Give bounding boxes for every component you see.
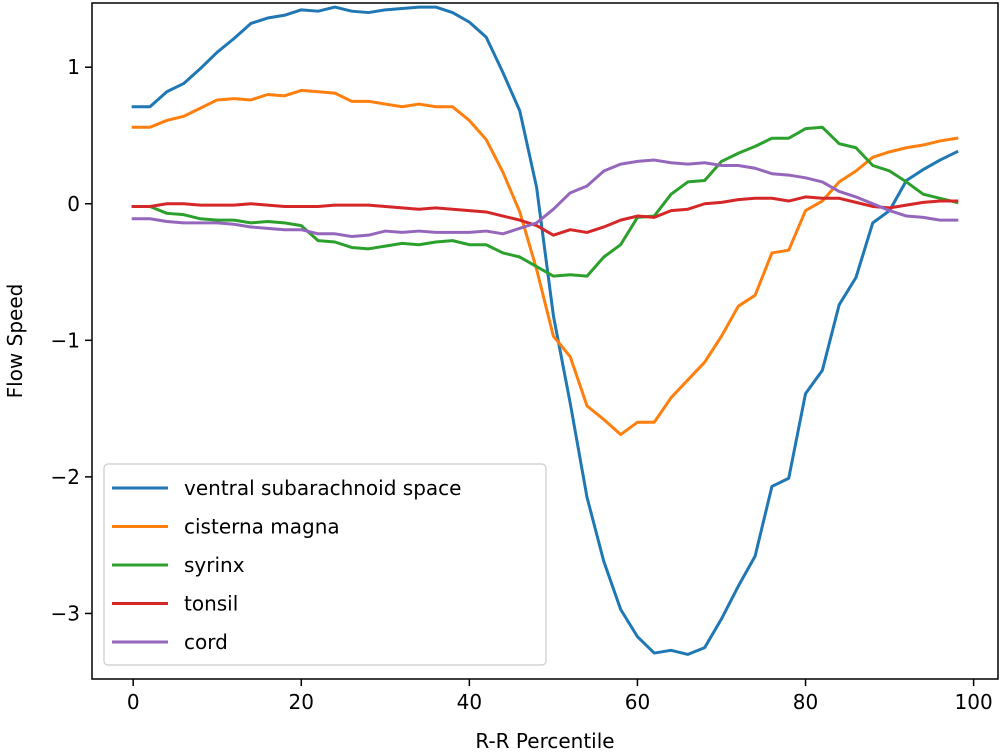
x-axis-label: R-R Percentile bbox=[475, 729, 614, 752]
legend-label: cord bbox=[184, 630, 228, 654]
x-tick-label: 60 bbox=[625, 690, 650, 714]
x-tick-label: 20 bbox=[289, 690, 314, 714]
y-tick-label: −3 bbox=[51, 601, 80, 625]
y-tick-label: −2 bbox=[51, 465, 80, 489]
legend-box bbox=[103, 463, 547, 666]
series-line-5 bbox=[131, 158, 959, 239]
x-tick-label: 80 bbox=[793, 690, 818, 714]
legend: ventral subarachnoid space cisterna magna… bbox=[103, 463, 547, 666]
x-tick-label: 100 bbox=[955, 690, 993, 714]
legend-label: ventral subarachnoid space bbox=[184, 476, 461, 500]
series-line-3 bbox=[131, 125, 959, 278]
y-tick-label: −1 bbox=[51, 328, 80, 352]
x-tick-label: 0 bbox=[127, 690, 140, 714]
x-tick-label: 40 bbox=[457, 690, 482, 714]
legend-entries: ventral subarachnoid space cisterna magna… bbox=[112, 476, 461, 654]
series-line-1 bbox=[131, 5, 959, 656]
ticks-layer: 0 20 40 60 80 100 1 0 −1 −2 −3 bbox=[51, 55, 993, 714]
y-axis-label: Flow Speed bbox=[3, 284, 27, 399]
y-tick-label: 0 bbox=[67, 192, 80, 216]
series-line-4 bbox=[131, 195, 959, 237]
series-line-2 bbox=[131, 88, 959, 437]
legend-label: syrinx bbox=[184, 553, 245, 577]
legend-label: tonsil bbox=[184, 592, 238, 616]
series-layer bbox=[131, 5, 959, 656]
legend-label: cisterna magna bbox=[184, 515, 340, 539]
y-tick-label: 1 bbox=[67, 55, 80, 79]
